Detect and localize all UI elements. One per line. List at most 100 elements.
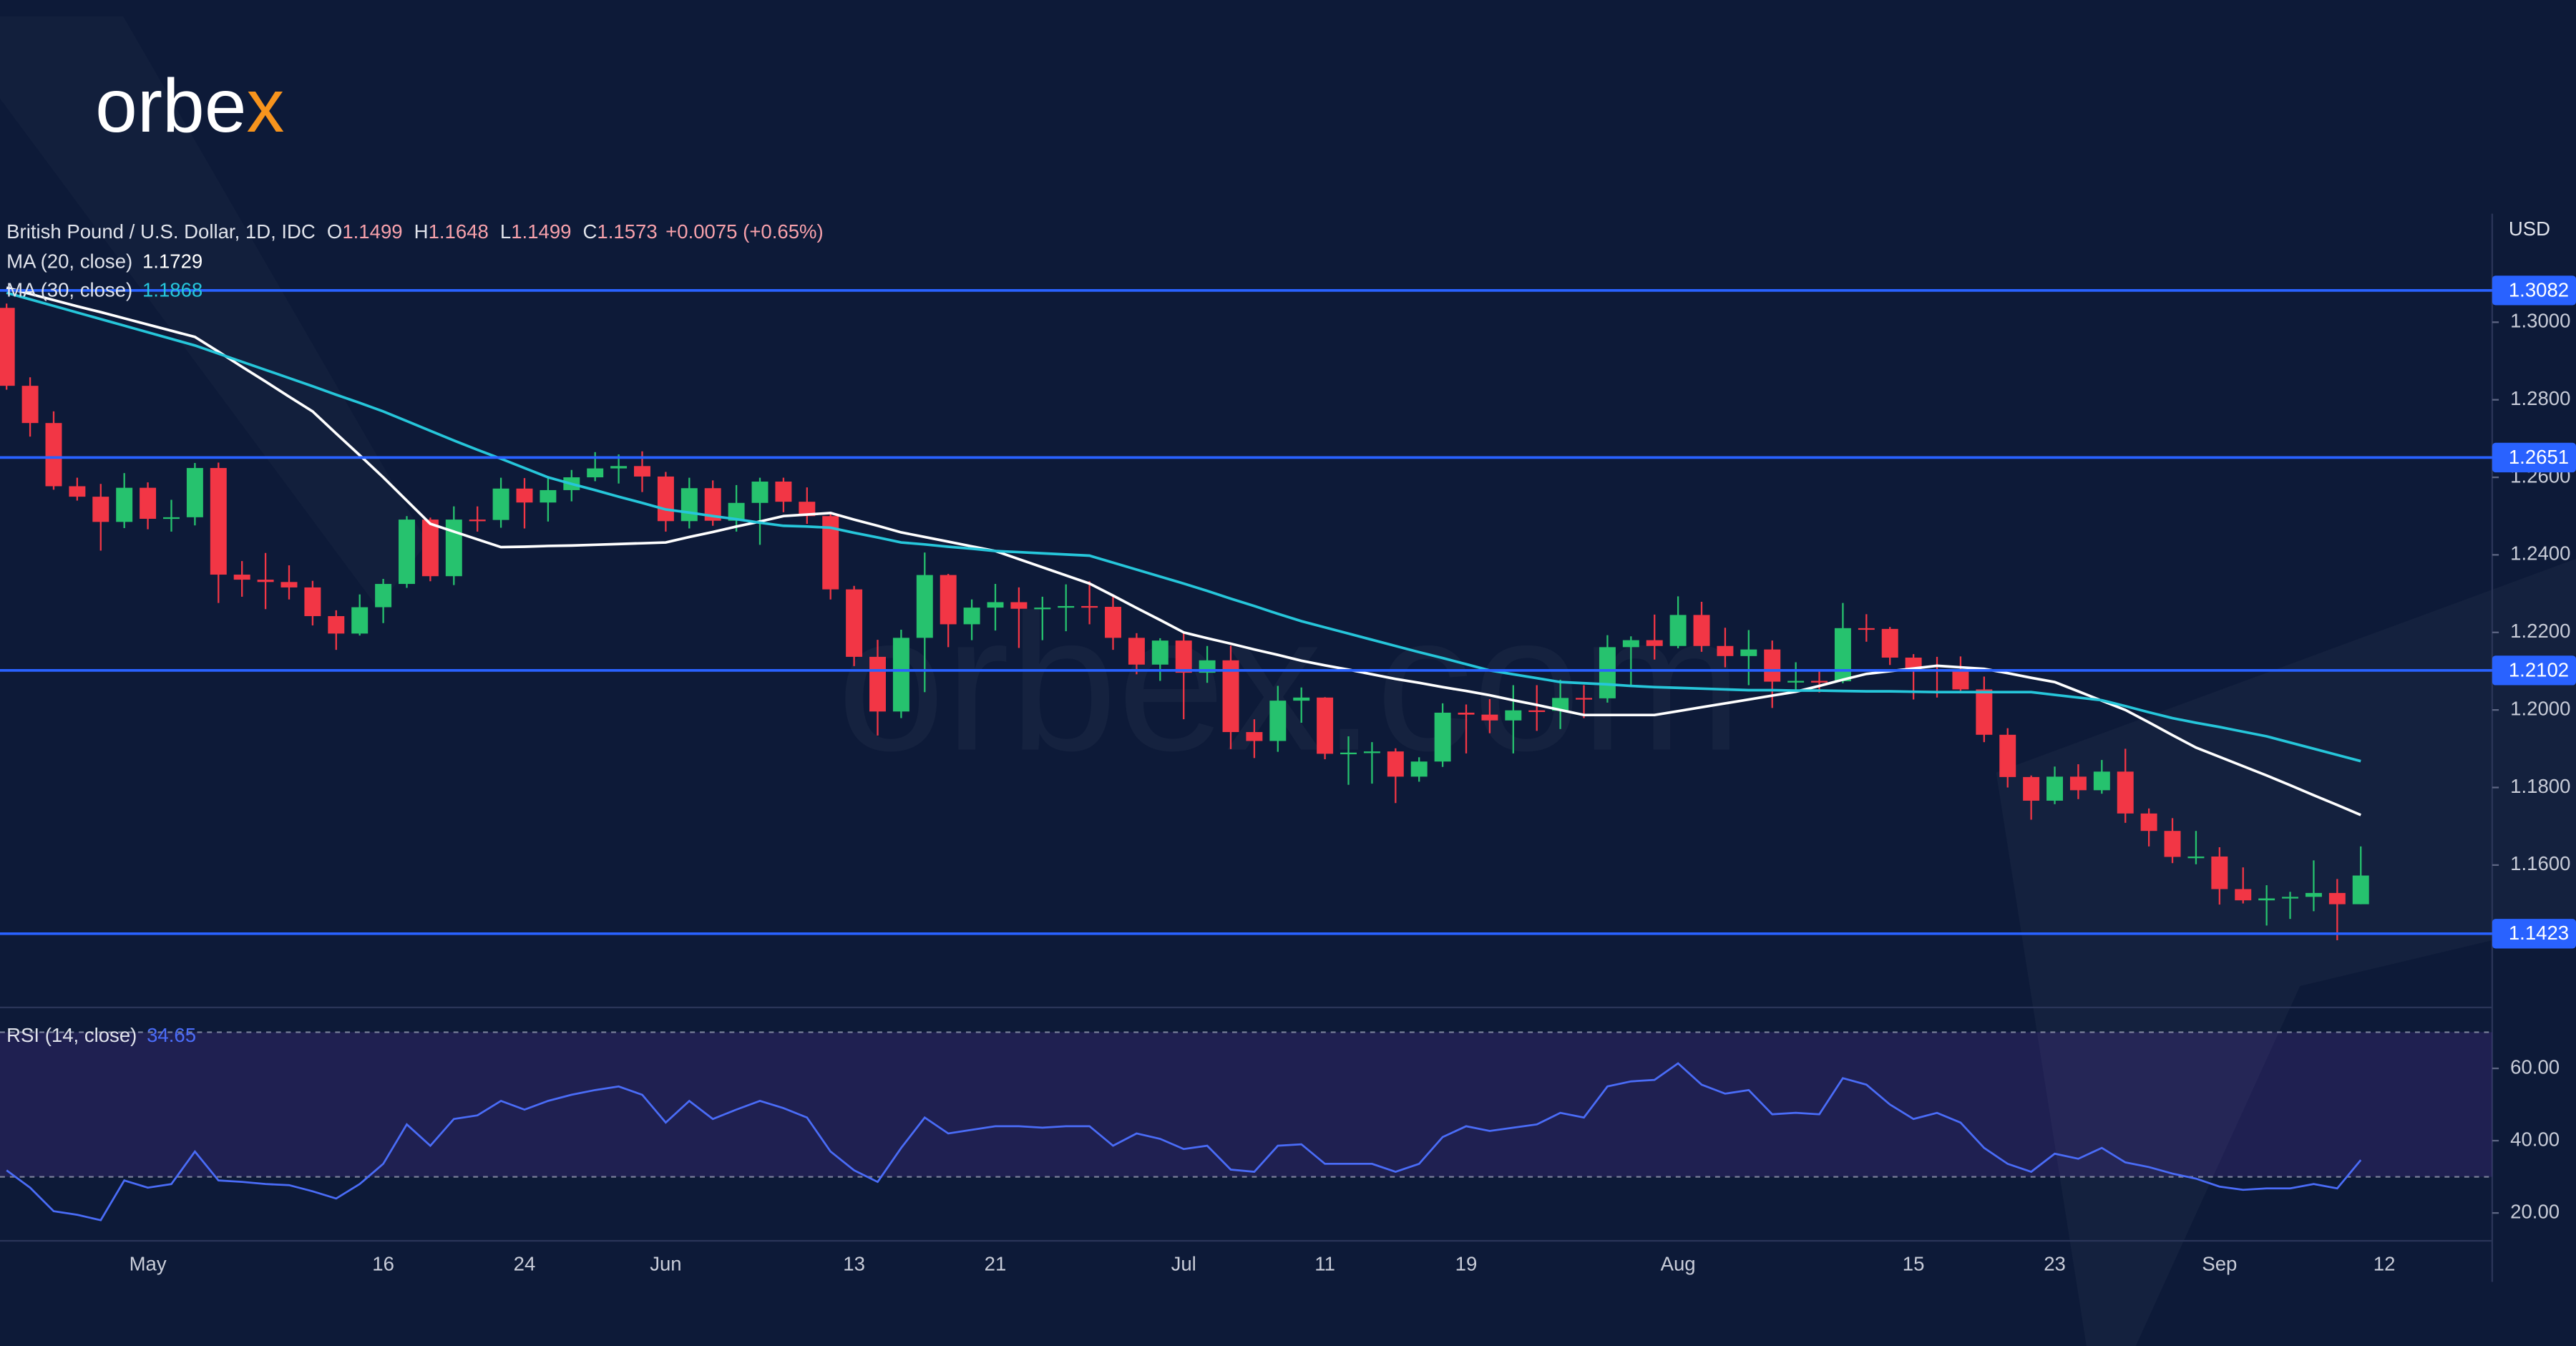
candle-body	[1858, 628, 1875, 630]
candle-body	[2282, 897, 2299, 899]
candle-body	[2328, 892, 2346, 904]
candle-body	[657, 476, 674, 522]
candle-body	[1976, 689, 1993, 735]
y-tick-label: 1.1600	[2510, 852, 2570, 874]
candle-body	[1693, 615, 1710, 646]
candle-body	[375, 584, 392, 608]
candle-body	[1952, 670, 1969, 690]
candle-body	[2235, 889, 2252, 901]
currency-label: USD	[2509, 218, 2550, 240]
candle-body	[2211, 856, 2228, 889]
legend: British Pound / U.S. Dollar, 1D, IDC O1.1…	[6, 220, 824, 243]
candle-body	[69, 486, 86, 497]
candle-body	[1340, 752, 1357, 755]
candle-body	[1669, 615, 1687, 646]
candle-body	[304, 587, 321, 617]
candle-body	[1058, 605, 1075, 608]
rsi-legend: RSI (14, close) 34.65	[6, 1024, 196, 1046]
x-tick-label: 19	[1455, 1253, 1478, 1275]
candle-body	[492, 488, 509, 520]
candle-body	[1834, 628, 1851, 682]
candle-body	[1552, 698, 1569, 711]
candle-body	[1481, 714, 1498, 721]
candle-body	[987, 602, 1004, 608]
candle-body	[163, 517, 180, 520]
candle-body	[634, 466, 650, 477]
moving-average-line	[6, 286, 2361, 816]
legend-ohlc-value: 1.1648	[429, 220, 489, 243]
candle-body	[751, 481, 769, 503]
candle-body	[1010, 602, 1028, 609]
candle-body	[233, 575, 250, 580]
level-label-bg	[2492, 655, 2576, 686]
candle-body	[1764, 649, 1781, 682]
logo-accent: x	[247, 64, 285, 148]
candle-body	[186, 468, 203, 517]
candle-body	[257, 580, 274, 582]
rsi-tick-label: 60.00	[2510, 1055, 2560, 1078]
rsi-line	[6, 1062, 2362, 1221]
candle-body	[1646, 640, 1663, 646]
candle-body	[1599, 647, 1616, 698]
level-label-bg	[2492, 442, 2576, 473]
candle-body	[1175, 640, 1192, 673]
ma-legend: MA (30, close) 1.1868	[6, 279, 203, 301]
candle-body	[1246, 732, 1263, 741]
ma-legend-name: MA (20, close)	[6, 250, 132, 273]
candle-body	[116, 487, 133, 522]
candle-body	[1387, 751, 1404, 777]
candle-body	[846, 589, 863, 657]
candle-body	[1505, 710, 1522, 721]
level-label: 1.3082	[2509, 278, 2569, 301]
rsi-band	[0, 1032, 2492, 1177]
y-tick-label: 1.2800	[2510, 387, 2570, 409]
level-label-bg	[2492, 919, 2576, 949]
x-tick-label: 11	[1314, 1253, 1335, 1275]
candle-body	[1317, 697, 1334, 754]
candle-body	[2352, 875, 2369, 904]
candle-body	[1458, 712, 1475, 715]
candle-body	[1717, 645, 1734, 656]
rsi-legend-value: 34.65	[147, 1024, 196, 1046]
candle-body	[2117, 771, 2134, 814]
y-tick-label: 1.2200	[2510, 620, 2570, 642]
candle-body	[1222, 660, 1239, 733]
candle-body	[1410, 761, 1428, 777]
candle-body	[540, 489, 557, 503]
candle-body	[1151, 640, 1169, 665]
y-tick-label: 1.2400	[2510, 542, 2570, 565]
legend-ohlc-label: H	[414, 220, 429, 243]
x-tick-label: Jun	[650, 1253, 681, 1275]
candle-body	[92, 497, 109, 522]
x-tick-label: 16	[372, 1253, 394, 1275]
legend-change: +0.0075 (+0.65%)	[665, 220, 824, 243]
ma-legend: MA (20, close) 1.1729	[6, 250, 203, 273]
candle-body	[21, 386, 39, 424]
candle-body	[1811, 681, 1828, 683]
x-tick-label: Jul	[1171, 1253, 1196, 1275]
x-tick-label: 15	[1903, 1253, 1925, 1275]
level-label: 1.1423	[2509, 922, 2569, 944]
candle-body	[963, 608, 980, 625]
legend-symbol: British Pound / U.S. Dollar, 1D, IDC	[6, 220, 316, 243]
candle-body	[2305, 892, 2322, 897]
x-tick-label: Sep	[2202, 1253, 2237, 1275]
candle-body	[1269, 701, 1287, 741]
candle-body	[1622, 640, 1639, 648]
y-tick-label: 1.2000	[2510, 697, 2570, 719]
candle-body	[210, 468, 227, 575]
rsi-tick-label: 20.00	[2510, 1200, 2560, 1222]
candle-body	[469, 520, 486, 522]
legend-ohlc-label: C	[583, 220, 597, 243]
legend-ohlc-value: 1.1499	[342, 220, 402, 243]
candle-body	[328, 616, 345, 634]
candle-body	[892, 638, 909, 712]
candle-body	[680, 488, 698, 522]
candle-body	[45, 423, 62, 487]
candle-body	[704, 488, 721, 521]
rsi-legend-name: RSI (14, close)	[6, 1024, 137, 1046]
candle-body	[1787, 681, 1805, 683]
legend-ohlc-value: 1.1573	[597, 220, 657, 243]
